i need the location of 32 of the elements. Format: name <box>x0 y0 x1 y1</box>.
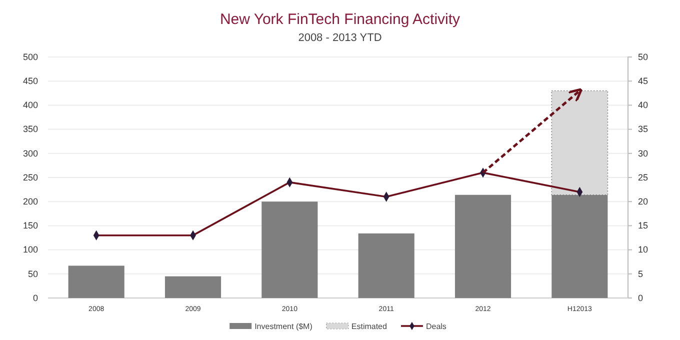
y-tick-label: 100 <box>22 244 38 255</box>
y2-tick-label: 20 <box>638 196 648 206</box>
y-tick-label: 250 <box>22 172 38 182</box>
bar <box>262 202 318 298</box>
y2-tick-label: 35 <box>638 124 648 134</box>
y2-tick-label: 5 <box>638 268 644 279</box>
legend-label: Investment ($M) <box>254 322 313 331</box>
y-tick-label: 200 <box>22 196 38 206</box>
chart-title: New York FinTech Financing Activity <box>220 11 461 28</box>
y-tick-label: 150 <box>22 220 38 231</box>
y-tick-label: 400 <box>22 100 38 110</box>
chart-subtitle: 2008 - 2013 YTD <box>298 32 382 44</box>
y2-tick-label: 30 <box>638 148 648 158</box>
y2-tick-label: 40 <box>638 100 648 110</box>
bar <box>68 266 124 298</box>
y-tick-label: 450 <box>22 76 38 86</box>
bar <box>454 194 512 298</box>
y-tick-label: 350 <box>22 124 38 134</box>
y-tick-label: 0 <box>32 292 38 303</box>
y2-tick-label: 25 <box>638 172 648 182</box>
y2-tick-label: 15 <box>638 220 648 231</box>
legend-label: Estimated <box>351 322 387 331</box>
bar <box>164 276 222 298</box>
y2-tick-label: 45 <box>638 76 648 86</box>
y-tick-label: 300 <box>22 148 38 158</box>
bar <box>358 233 414 298</box>
y2-tick-label: 10 <box>638 244 648 255</box>
y2-tick-label: 0 <box>638 292 644 303</box>
y2-tick-label: 50 <box>638 52 648 62</box>
y-tick-label: 500 <box>22 52 38 62</box>
legend-label: Deals <box>426 322 446 331</box>
y-tick-label: 50 <box>28 268 38 279</box>
